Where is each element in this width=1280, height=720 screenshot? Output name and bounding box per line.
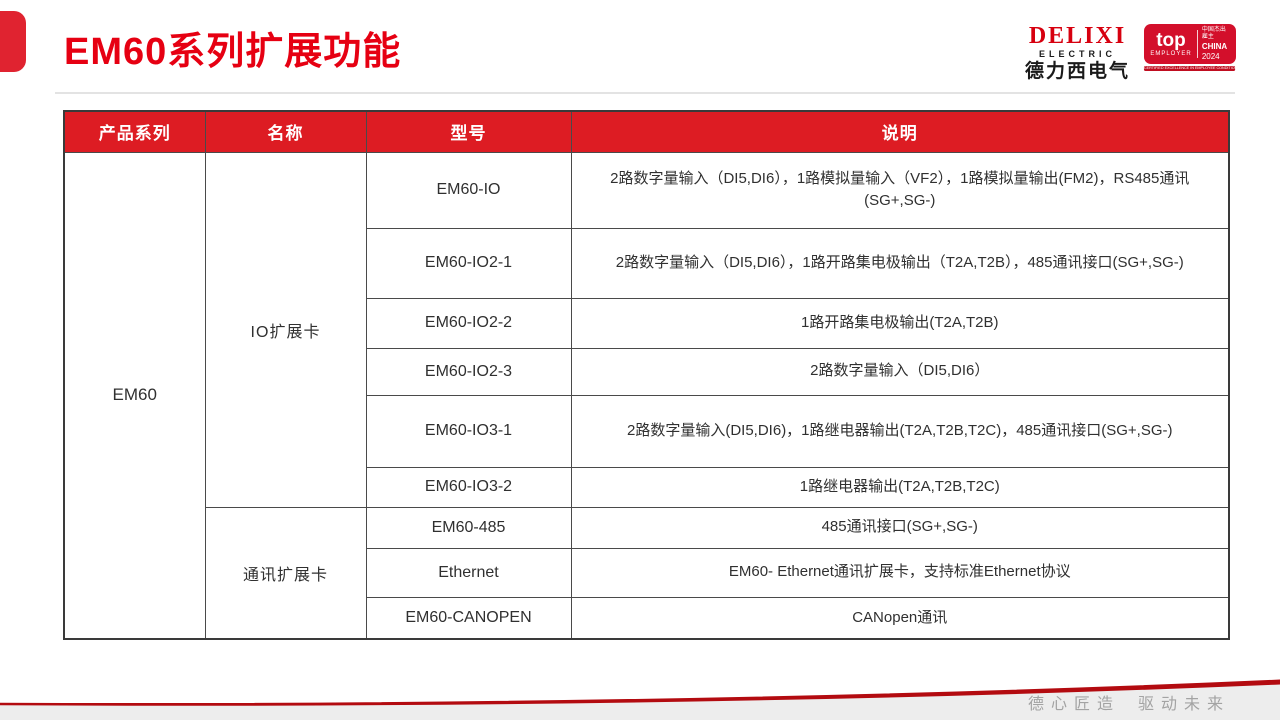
table-row: Ethernet EM60- Ethernet通讯扩展卡，支持标准Etherne… bbox=[64, 547, 1230, 598]
footer-slogan-left: 德心匠造 bbox=[1027, 696, 1120, 713]
cell-model: EM60-485 bbox=[365, 506, 572, 549]
cell-model: EM60-CANOPEN bbox=[365, 596, 572, 640]
cell-model: EM60-IO2-3 bbox=[365, 347, 572, 396]
cell-description: EM60- Ethernet通讯扩展卡，支持标准Ethernet协议 bbox=[570, 547, 1230, 598]
table-header-row: 产品系列 名称 型号 说明 bbox=[63, 110, 1230, 153]
cell-description: 2路数字量输入（DI5,DI6） bbox=[570, 347, 1230, 396]
table-row: EM60-IO3-1 2路数字量输入(DI5,DI6)，1路继电器输出(T2A,… bbox=[64, 394, 1230, 468]
top-employer-logo: top EMPLOYER bbox=[1149, 31, 1193, 57]
cell-model: EM60-IO2-2 bbox=[365, 297, 572, 349]
cell-model: EM60-IO bbox=[365, 151, 572, 229]
badge-country-label: CHINA bbox=[1201, 41, 1228, 51]
cell-model: EM60-IO3-2 bbox=[365, 466, 572, 508]
footer-slogan-right: 驱动未来 bbox=[1137, 696, 1230, 713]
top-employer-badge: top EMPLOYER 中国杰出雇主 CHINA 2024 CERTIFIED… bbox=[1144, 24, 1241, 74]
cell-description: 2路数字量输入（DI5,DI6），1路开路集电极输出（T2A,T2B），485通… bbox=[570, 227, 1230, 299]
cell-model: EM60-IO2-1 bbox=[365, 227, 572, 299]
table-row: EM60 IO扩展卡 EM60-IO 2路数字量输入（DI5,DI6），1路模拟… bbox=[63, 151, 1230, 640]
cell-description: CANopen通讯 bbox=[570, 596, 1230, 640]
cell-description: 2路数字量输入(DI5,DI6)，1路继电器输出(T2A,T2B,T2C)，48… bbox=[570, 394, 1230, 468]
table-row: EM60-IO2-1 2路数字量输入（DI5,DI6），1路开路集电极输出（T2… bbox=[64, 227, 1230, 299]
delixi-logo-electric: ELECTRIC bbox=[1038, 49, 1116, 59]
page-title: EM60系列扩展功能 bbox=[64, 31, 402, 73]
delixi-logo-chinese: 德力西电气 bbox=[1024, 61, 1130, 82]
cell-group-comm-card: 通讯扩展卡 bbox=[204, 506, 367, 640]
title-divider bbox=[55, 92, 1235, 94]
title-accent-bar bbox=[0, 11, 26, 72]
cell-description: 1路继电器输出(T2A,T2B,T2C) bbox=[570, 466, 1230, 508]
table-row: EM60-CANOPEN CANopen通讯 bbox=[64, 596, 1230, 640]
cell-model: EM60-IO3-1 bbox=[365, 394, 572, 468]
cell-product-series: EM60 bbox=[63, 151, 206, 640]
footer-slogan: 德心匠造 驱动未来 bbox=[1028, 690, 1230, 714]
table-row: EM60-IO3-2 1路继电器输出(T2A,T2B,T2C) bbox=[64, 466, 1230, 508]
brand-area: DELIXI ELECTRIC 德力西电气 top EMPLOYER 中国杰出雇… bbox=[1025, 24, 1241, 81]
table-row: EM60-IO2-2 1路开路集电极输出(T2A,T2B) bbox=[64, 297, 1230, 349]
col-header-description: 说明 bbox=[570, 110, 1230, 153]
badge-year-label: 2024 bbox=[1201, 51, 1220, 61]
top-employer-badge-main: top EMPLOYER 中国杰出雇主 CHINA 2024 bbox=[1144, 24, 1236, 64]
cell-description: 485通讯接口(SG+,SG-) bbox=[570, 506, 1230, 549]
badge-divider bbox=[1197, 30, 1198, 58]
cell-group-io-card: IO扩展卡 bbox=[204, 151, 367, 508]
delixi-logo: DELIXI ELECTRIC 德力西电气 bbox=[1025, 24, 1130, 81]
top-employer-region: 中国杰出雇主 CHINA 2024 bbox=[1202, 27, 1231, 62]
table-row: EM60-IO2-3 2路数字量输入（DI5,DI6） bbox=[64, 347, 1230, 396]
badge-cn-label: 中国杰出雇主 bbox=[1201, 26, 1226, 41]
col-header-name: 名称 bbox=[204, 110, 367, 153]
col-header-model: 型号 bbox=[365, 110, 572, 153]
top-employer-word-employer: EMPLOYER bbox=[1150, 51, 1192, 57]
cell-description: 2路数字量输入（DI5,DI6），1路模拟量输入（VF2），1路模拟量输出(FM… bbox=[570, 151, 1230, 229]
badge-certified-strip: CERTIFIED EXCELLENCE IN EMPLOYEE CONDITI… bbox=[1144, 66, 1241, 71]
delixi-logo-wordmark: DELIXI bbox=[1028, 23, 1127, 49]
top-employer-word-top: top bbox=[1156, 30, 1186, 51]
cell-description: 1路开路集电极输出(T2A,T2B) bbox=[570, 297, 1230, 349]
cell-model: Ethernet bbox=[365, 547, 572, 598]
table-row: 通讯扩展卡 EM60-485 485通讯接口(SG+,SG-) bbox=[64, 506, 1230, 640]
col-header-product-series: 产品系列 bbox=[63, 110, 206, 153]
footer-wave-graphic bbox=[0, 679, 1280, 720]
expansion-function-table: 产品系列 名称 型号 说明 EM60 IO扩展卡 EM60-IO 2路数字量输入… bbox=[63, 110, 1230, 640]
